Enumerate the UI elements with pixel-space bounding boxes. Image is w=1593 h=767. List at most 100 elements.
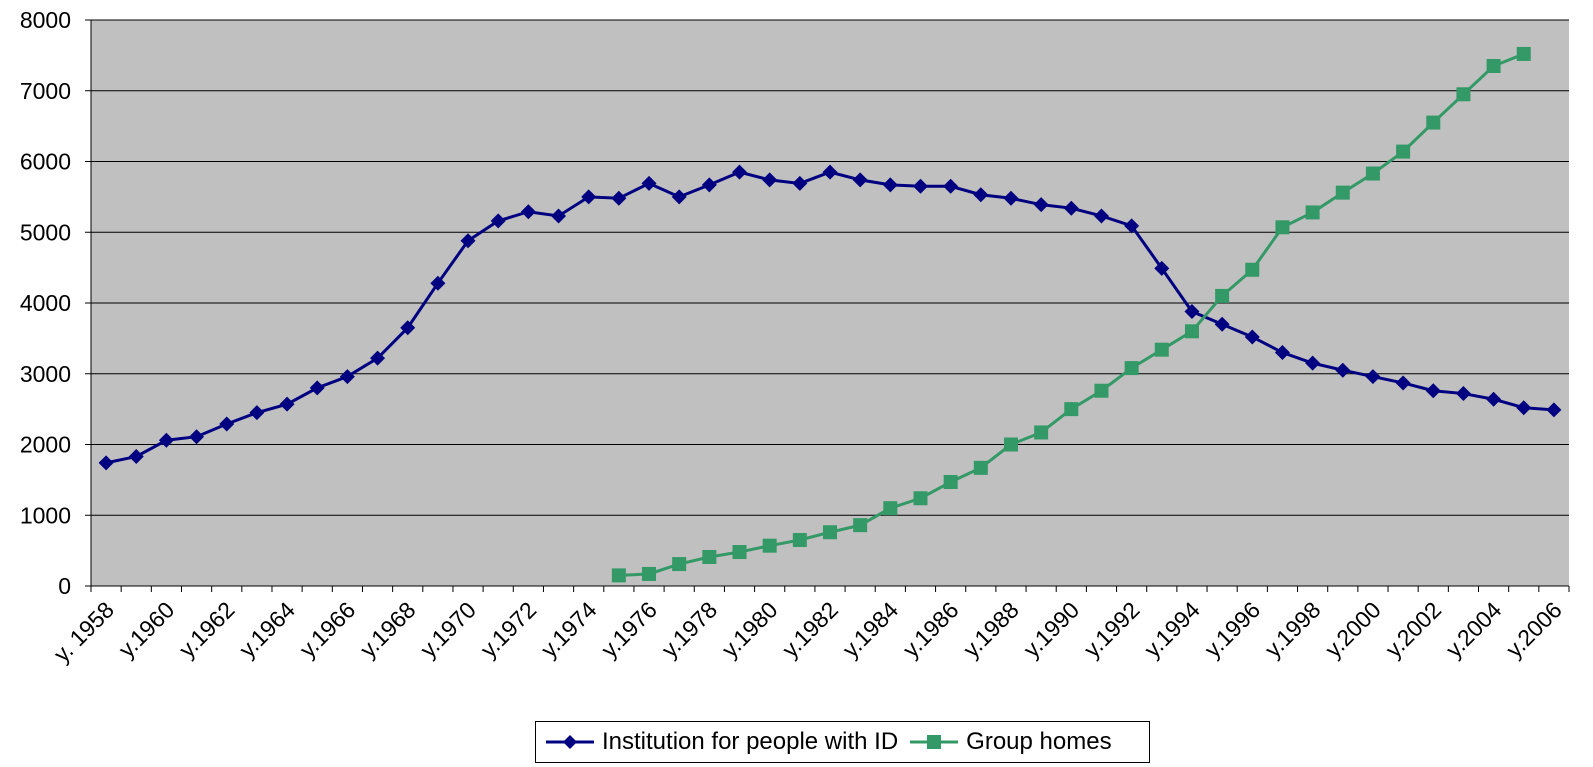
data-point — [551, 208, 567, 224]
data-point — [732, 164, 748, 180]
data-point — [1365, 166, 1380, 181]
y-tick-label: 4000 — [20, 290, 71, 316]
data-point — [1034, 425, 1049, 440]
gridlines — [91, 19, 1569, 516]
x-tick-labels: y. 1958y.1960y.1962y.1964y.1966y.1968y.1… — [48, 596, 1566, 667]
data-point — [520, 204, 536, 220]
data-point — [883, 501, 898, 516]
x-tick-label: y.1968 — [355, 597, 421, 663]
line-chart: 0 1000 2000 3000 4000 5000 6000 7000 8000 y. 195… — [20, 7, 1570, 667]
data-point — [671, 189, 687, 205]
data-point — [762, 538, 777, 553]
data-point — [852, 172, 868, 188]
data-point — [732, 545, 747, 560]
data-point — [430, 275, 446, 291]
series-institution — [98, 164, 1562, 471]
data-point — [1426, 115, 1441, 130]
data-point — [1425, 383, 1441, 399]
x-tick-label: y.1964 — [234, 596, 300, 662]
data-point — [1244, 329, 1260, 345]
data-point — [792, 533, 807, 548]
x-tick-label: y.1974 — [536, 596, 602, 662]
x-tick-label: y.1972 — [475, 597, 541, 663]
data-point — [1063, 200, 1079, 216]
data-point — [1214, 316, 1230, 332]
series-group-homes — [611, 46, 1531, 583]
data-point — [1003, 190, 1019, 206]
x-tick-label: y.1990 — [1018, 597, 1084, 663]
data-point — [943, 178, 959, 194]
data-point — [702, 549, 717, 564]
data-point — [339, 369, 355, 385]
data-point — [1486, 58, 1501, 73]
legend-label-group-homes: Group homes — [966, 728, 1112, 755]
data-point — [1305, 205, 1320, 220]
data-point — [249, 405, 265, 421]
data-point — [1094, 383, 1109, 398]
data-point — [853, 518, 868, 533]
data-point — [1486, 391, 1502, 407]
data-point — [1335, 185, 1350, 200]
data-point — [1093, 208, 1109, 224]
data-point — [1124, 361, 1139, 376]
x-tick-label: y.2000 — [1320, 597, 1386, 663]
square-marker-icon — [910, 735, 959, 749]
data-point — [1546, 402, 1562, 418]
x-tick-label: y.1978 — [656, 597, 722, 663]
axes — [85, 19, 1570, 592]
data-point — [611, 568, 626, 583]
data-point — [581, 189, 597, 205]
data-point — [490, 213, 506, 229]
legend-label-institution: Institution for people with ID — [602, 728, 899, 755]
data-point — [973, 460, 988, 475]
data-point — [1033, 197, 1049, 213]
data-point — [1274, 345, 1290, 361]
x-tick-label: y.1992 — [1079, 597, 1145, 663]
data-point — [943, 474, 958, 489]
data-point — [1275, 220, 1290, 235]
data-point — [460, 233, 476, 249]
data-point — [641, 175, 657, 191]
data-point — [370, 350, 386, 366]
data-point — [1215, 288, 1230, 303]
data-point — [98, 455, 114, 471]
y-tick-label: 0 — [58, 573, 71, 599]
data-point — [912, 178, 928, 194]
x-tick-label: y.1976 — [596, 597, 662, 663]
legend-item-institution: Institution for people with ID — [544, 728, 898, 756]
data-point — [1154, 260, 1170, 276]
x-tick-label: y.1962 — [174, 597, 240, 663]
data-point — [1305, 355, 1321, 371]
data-point — [219, 416, 235, 432]
data-point — [1184, 324, 1199, 339]
data-point — [611, 190, 627, 206]
data-point — [1003, 437, 1018, 452]
y-tick-label: 5000 — [20, 219, 71, 245]
data-point — [1154, 342, 1169, 357]
data-point — [701, 177, 717, 193]
x-tick-label: y.1986 — [898, 597, 964, 663]
data-point — [1184, 303, 1200, 319]
x-tick-label: y.1970 — [415, 597, 481, 663]
data-point — [1245, 262, 1260, 277]
data-point — [1335, 362, 1351, 378]
x-tick-label: y.1996 — [1199, 597, 1265, 663]
data-point — [792, 175, 808, 191]
legend-item-group-homes: Group homes — [908, 728, 1112, 756]
y-tick-label: 6000 — [20, 149, 71, 175]
data-point — [1516, 46, 1531, 61]
x-tick-label: y.2006 — [1501, 597, 1567, 663]
data-point — [158, 432, 174, 448]
data-point — [189, 429, 205, 445]
data-point — [1456, 87, 1471, 102]
x-tick-label: y. 1958 — [48, 597, 119, 668]
x-tick-label: y.1984 — [837, 596, 903, 662]
data-point — [672, 557, 687, 572]
data-point — [128, 449, 144, 465]
y-tick-label: 3000 — [20, 361, 71, 387]
x-tick-label: y.1988 — [958, 597, 1024, 663]
x-tick-label: y.1982 — [777, 597, 843, 663]
data-point — [642, 566, 657, 581]
data-point — [1124, 218, 1140, 234]
data-point — [882, 177, 898, 193]
